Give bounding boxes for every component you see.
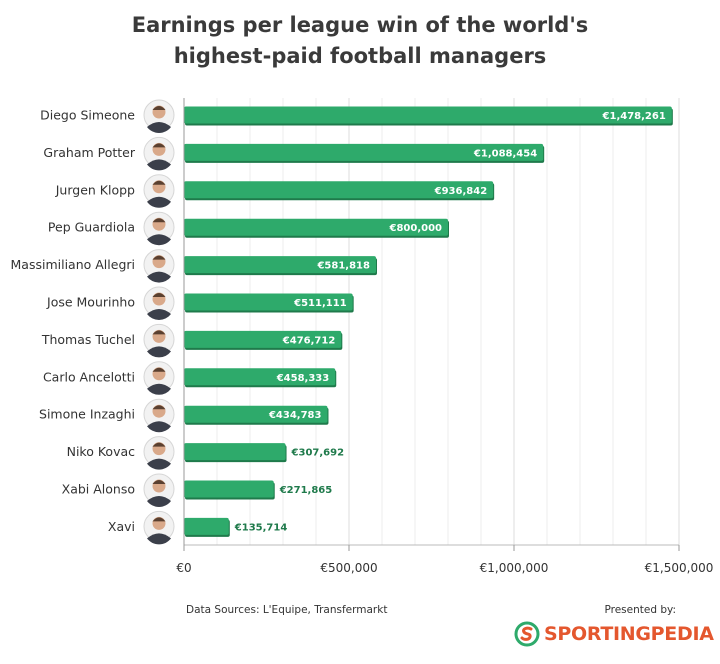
category-label: Jose Mourinho (46, 295, 135, 310)
brand-text-sporting: SPORTING (544, 623, 651, 645)
grid-lines (216, 98, 680, 545)
sportingpedia-logo: SPORTINGPEDIA (514, 620, 714, 648)
bars: €1,478,261 Diego Simeone €1,088,454 Graham … (11, 99, 673, 545)
manager-avatar (143, 211, 175, 246)
x-axis: €0 €500,000 €1,000,000 €1,500,000 (176, 98, 713, 575)
x-tick-label: €500,000 (320, 561, 377, 575)
bar (184, 106, 672, 124)
bar-value-label: €271,865 (279, 485, 333, 496)
category-label: Xabi Alonso (62, 482, 135, 497)
category-label: Xavi (108, 519, 135, 534)
manager-avatar (143, 473, 175, 507)
sportingpedia-s-icon (514, 621, 540, 647)
bar (184, 443, 286, 461)
bar (184, 517, 229, 535)
bar-value-label: €434,783 (268, 410, 322, 421)
bar (184, 181, 494, 199)
bar-value-label: €307,692 (291, 448, 345, 459)
bar (184, 256, 376, 274)
bar-value-label: €458,333 (276, 373, 330, 384)
bar-value-label: €135,714 (234, 522, 288, 533)
manager-avatar (143, 398, 175, 433)
category-label: Jurgen Klopp (55, 182, 135, 197)
bar (184, 293, 353, 311)
x-tick-label: €1,500,000 (645, 561, 714, 575)
category-label: Simone Inzaghi (39, 407, 135, 422)
bar-value-label: €1,088,454 (473, 148, 537, 159)
manager-avatar (143, 436, 175, 470)
bar (184, 368, 336, 386)
manager-avatar (143, 136, 175, 171)
chart-title: Earnings per league win of the world's h… (0, 10, 720, 72)
bar (184, 405, 328, 423)
presented-by-label: Presented by: (604, 604, 676, 616)
chart-title-line-2: highest-paid football managers (173, 44, 547, 68)
bar (184, 143, 544, 161)
manager-avatar (143, 361, 175, 395)
bar-value-label: €800,000 (388, 223, 442, 234)
manager-avatar (143, 286, 175, 320)
manager-avatar (143, 99, 175, 133)
category-label: Thomas Tuchel (41, 332, 135, 347)
bar-value-label: €581,818 (316, 261, 370, 272)
category-label: Massimiliano Allegri (11, 257, 135, 272)
category-label: Graham Potter (43, 145, 135, 160)
manager-avatar (143, 249, 175, 283)
bar-value-label: €936,842 (434, 186, 488, 197)
chart-title-line-1: Earnings per league win of the world's (131, 13, 589, 37)
category-label: Pep Guardiola (48, 220, 135, 235)
category-label: Niko Kovac (67, 444, 136, 459)
manager-avatar (143, 510, 175, 545)
data-source-note: Data Sources: L'Equipe, Transfermarkt (186, 604, 388, 616)
bar-value-label: €476,712 (282, 335, 336, 346)
manager-avatar (143, 323, 175, 358)
bar (184, 218, 448, 236)
bar (184, 480, 274, 498)
bar-value-label: €511,111 (293, 298, 347, 309)
bar (184, 330, 342, 348)
x-tick-label: €1,000,000 (480, 561, 549, 575)
category-label: Carlo Ancelotti (43, 369, 135, 384)
x-tick-label: €0 (176, 561, 191, 575)
brand-text-pedia: PEDIA (650, 623, 714, 645)
category-label: Diego Simeone (40, 108, 135, 123)
manager-avatar (143, 174, 175, 208)
bar-value-label: €1,478,261 (602, 111, 666, 122)
